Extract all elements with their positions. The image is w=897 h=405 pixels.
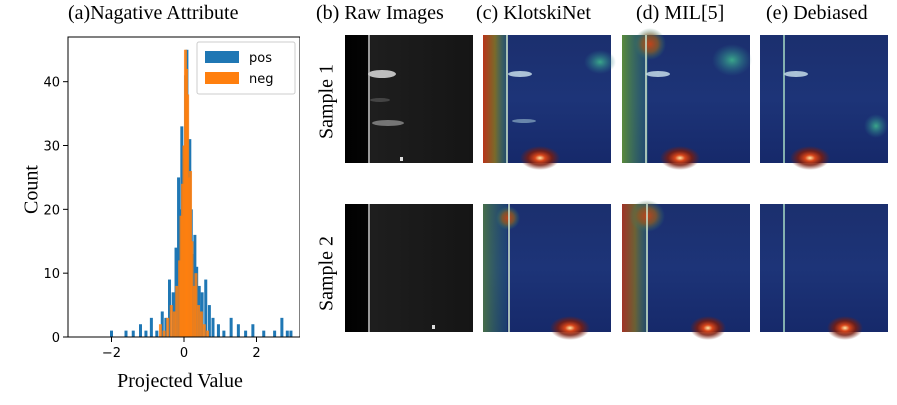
bar-pos-12	[177, 177, 181, 337]
bar-neg-17	[194, 273, 198, 337]
bar-neg-4	[172, 311, 176, 337]
y-tick-label-1: 10	[43, 267, 60, 282]
mil-map-sample-1	[622, 28, 752, 170]
legend-swatch-neg	[205, 72, 239, 84]
debiased-map-sample-1	[760, 35, 888, 170]
bar-pos-1	[124, 330, 128, 337]
klotskinet-map-sample-2	[483, 204, 611, 340]
bar-pos-6	[155, 330, 159, 337]
bar-pos-5	[149, 317, 153, 337]
bar-pos-35	[251, 324, 255, 337]
bar-pos-36	[262, 330, 266, 337]
debiased-map-sample-2	[760, 204, 888, 340]
bar-neg-21	[206, 330, 210, 337]
bar-pos-29	[211, 317, 215, 337]
klotskinet-map-sample-1	[483, 35, 616, 170]
y-tick-label-0: 0	[52, 331, 60, 346]
y-tick-label-3: 30	[43, 140, 60, 155]
bar-pos-2	[131, 330, 135, 337]
bar-neg-16	[192, 285, 196, 337]
bar-neg-3	[169, 305, 173, 337]
bar-neg-1	[162, 330, 166, 337]
bar-pos-38	[280, 317, 284, 337]
bar-pos-30	[216, 324, 220, 337]
raw-image-sample-1	[345, 35, 473, 163]
bar-neg-18	[197, 305, 200, 337]
bar-pos-32	[229, 317, 233, 337]
bar-pos-39	[285, 330, 289, 337]
y-tick-label-4: 40	[43, 76, 60, 91]
bar-pos-40	[289, 330, 293, 337]
legend-label-pos: pos	[249, 51, 272, 66]
raw-image-sample-2	[345, 204, 473, 332]
legend-swatch-pos	[205, 51, 239, 63]
bar-neg-15	[190, 241, 194, 337]
mil-map-sample-2	[622, 200, 750, 340]
bar-pos-9	[168, 279, 171, 337]
bar-pos-28	[207, 305, 211, 337]
y-tick-label-2: 20	[43, 203, 60, 218]
legend: pos neg	[196, 41, 296, 95]
bar-pos-27	[204, 279, 208, 337]
panel-c-title: (c) KlotskiNet	[476, 2, 591, 24]
x-tick-label-2: 2	[252, 346, 260, 361]
x-tick-label-0: −2	[102, 346, 121, 361]
legend-label-neg: neg	[249, 72, 274, 87]
panel-b-title: (b) Raw Images	[316, 2, 444, 24]
bar-pos-7	[160, 311, 164, 337]
x-axis-label: Projected Value	[117, 370, 243, 392]
bar-neg-5	[175, 285, 179, 337]
bar-pos-37	[273, 330, 277, 337]
bar-pos-0	[110, 330, 113, 337]
panel-a-title: (a)Nagative Attribute	[68, 2, 239, 24]
bar-pos-8	[164, 317, 168, 337]
bar-neg-2	[166, 317, 170, 337]
bar-pos-31	[222, 330, 226, 337]
bar-pos-4	[144, 330, 148, 337]
bar-neg-20	[202, 324, 206, 337]
panel-d-title: (d) MIL[5]	[636, 2, 725, 24]
bar-pos-3	[139, 324, 142, 337]
bar-neg-0	[158, 324, 162, 337]
bar-pos-34	[244, 330, 248, 337]
panel-e-title: (e) Debiased	[766, 2, 868, 24]
bar-pos-33	[236, 324, 240, 337]
bar-neg-19	[199, 311, 203, 337]
x-tick-label-1: 0	[180, 346, 188, 361]
